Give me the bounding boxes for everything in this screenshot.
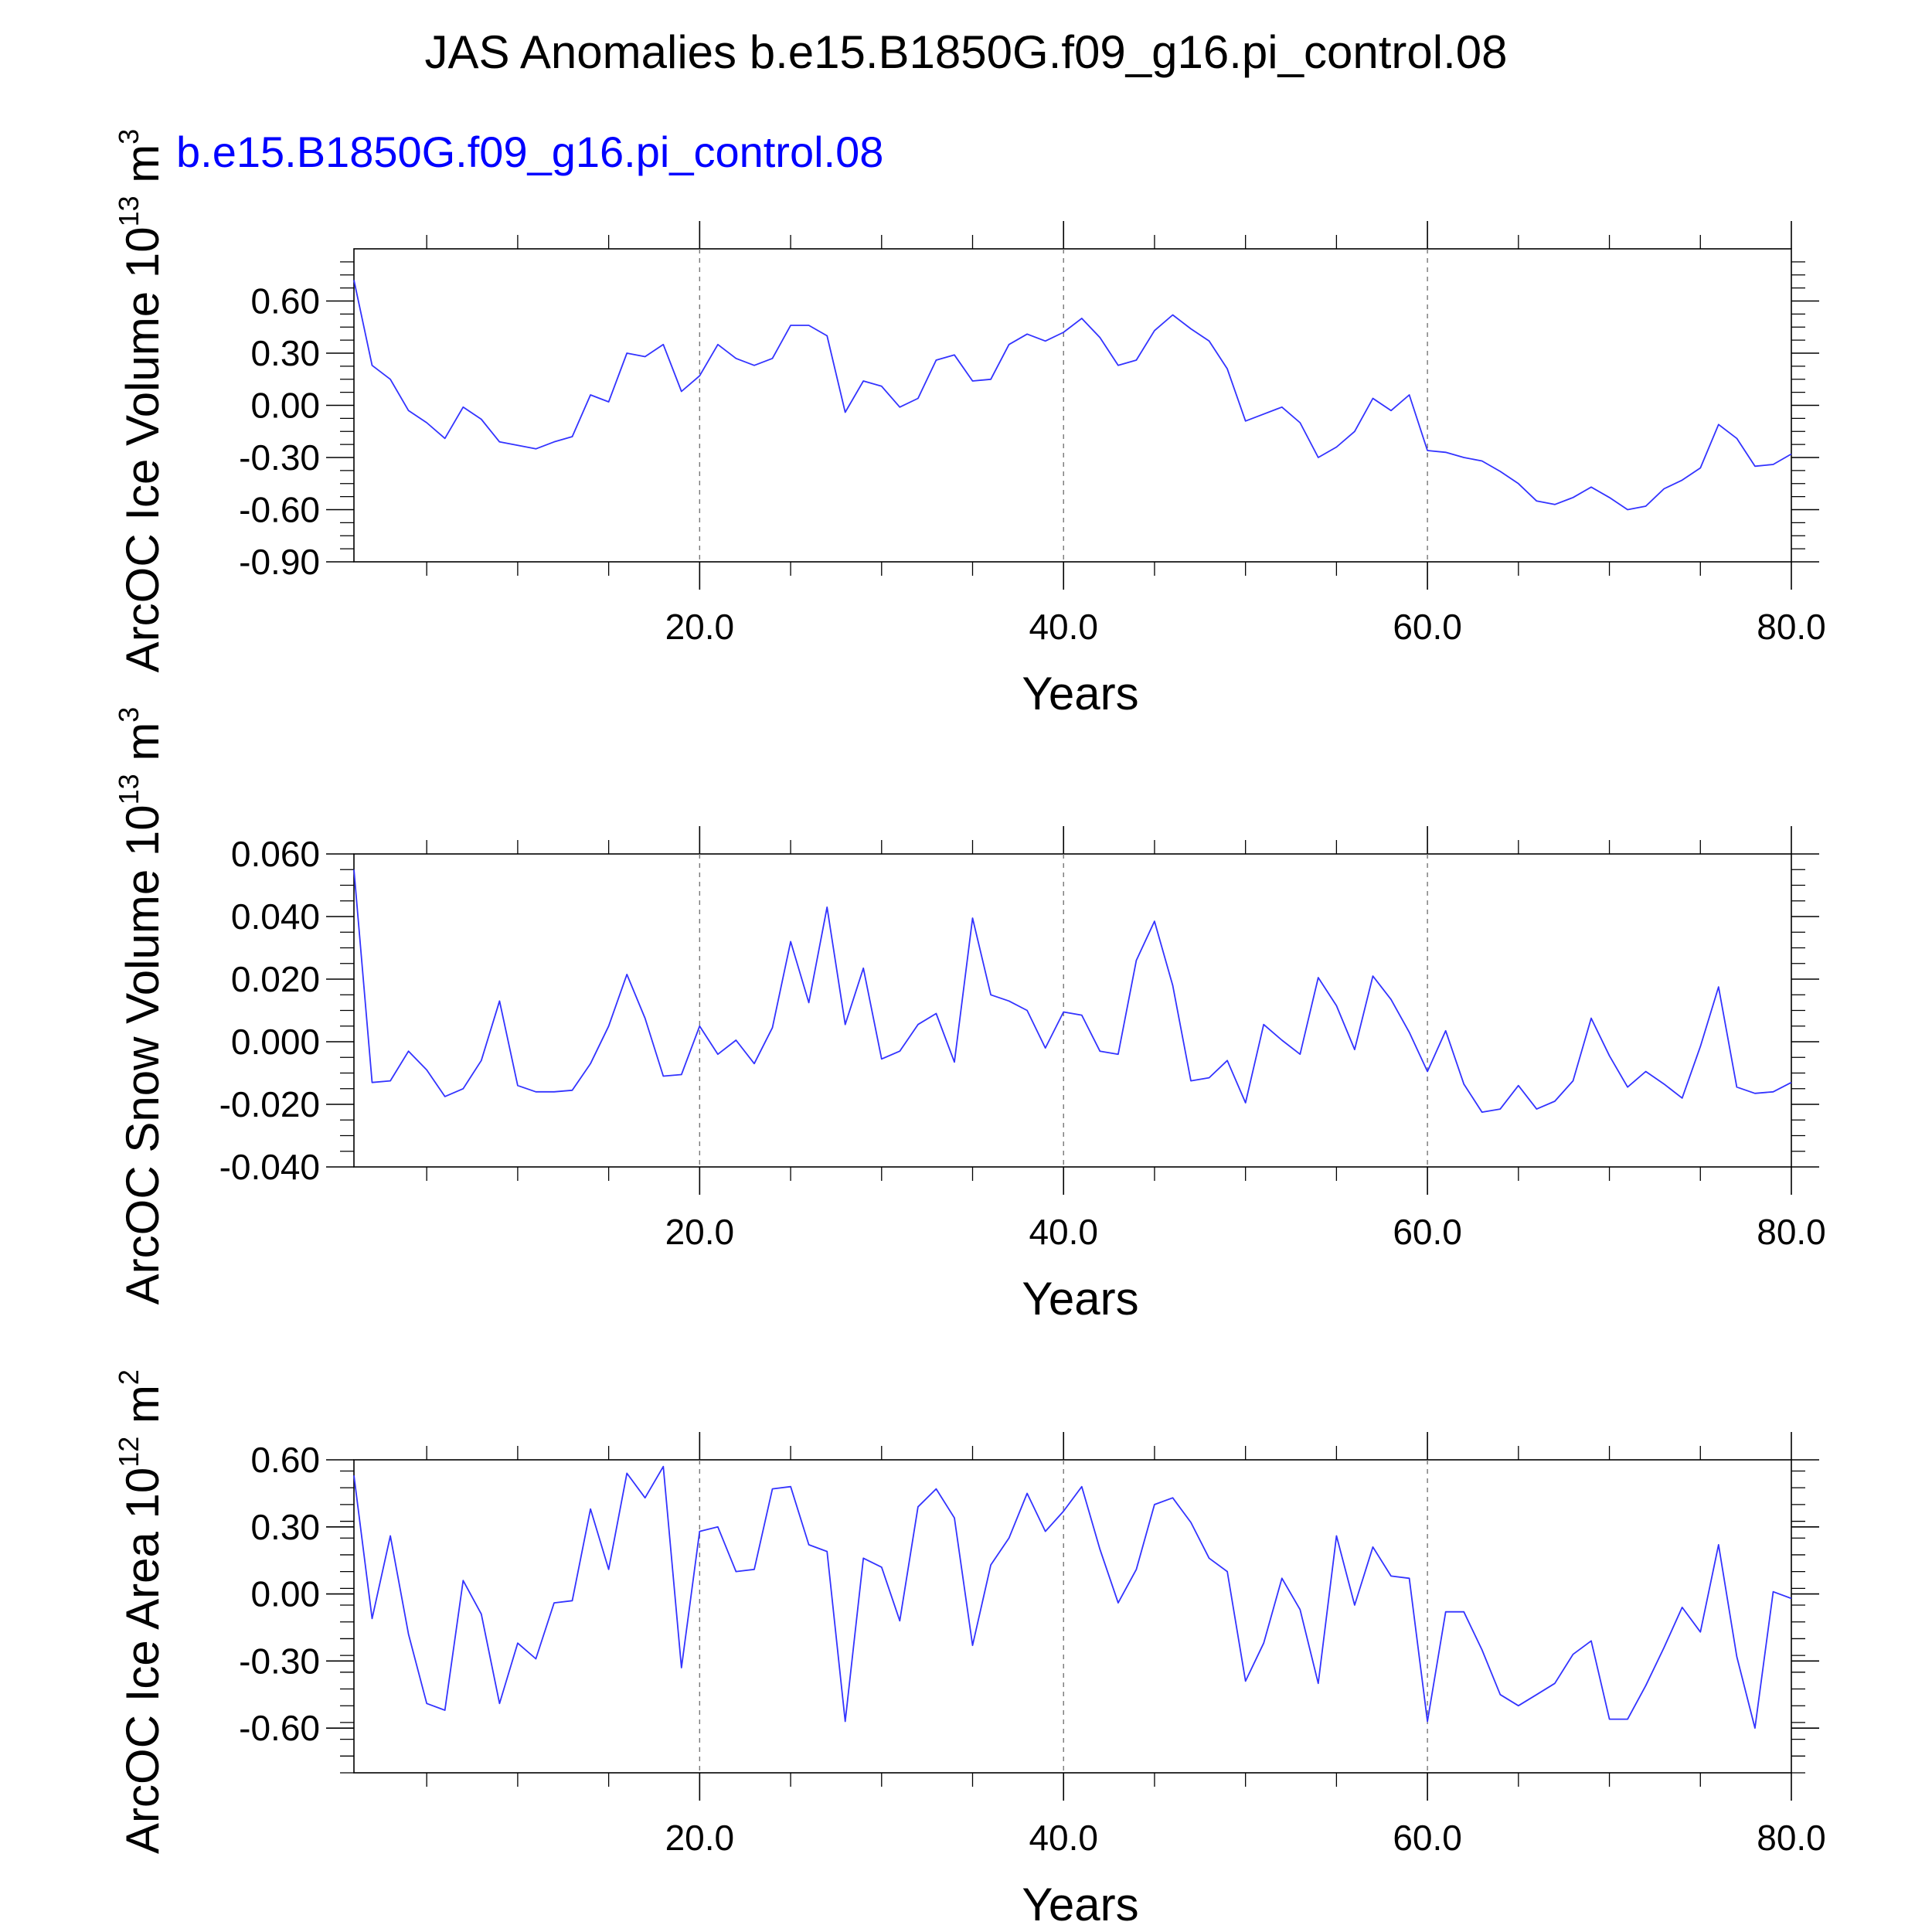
- y-tick-label: -0.30: [239, 1641, 320, 1681]
- y-tick-label: 0.00: [250, 386, 320, 426]
- y-axis-label: ArcOC Ice Area 1012 m2: [113, 1369, 168, 1854]
- panels-group: 20.0 40.0 60.0 80.0 Years -0.90 -0.60 -0.30 0.00…: [113, 129, 1826, 1930]
- y-tick-label: 0.30: [250, 1507, 320, 1547]
- series-line: [353, 869, 1792, 1113]
- chart-panel-2: 20.0 40.0 60.0 80.0 Years -0.040 -0.020 0.000 0.…: [113, 707, 1826, 1325]
- y-tick-label: 0.040: [231, 896, 320, 937]
- case-label: b.e15.B1850G.f09_g16.pi_control.08: [176, 128, 883, 176]
- y-tick-label: 0.060: [231, 834, 320, 874]
- x-tick-label: 40.0: [1029, 607, 1098, 647]
- series-line: [353, 1465, 1792, 1730]
- y-tick-label: 0.60: [250, 1440, 320, 1480]
- x-tick-label: 40.0: [1029, 1818, 1098, 1858]
- series-line: [353, 280, 1792, 511]
- plot-frame: [353, 853, 1792, 1168]
- x-tick-label: 20.0: [665, 1818, 735, 1858]
- y-tick-label: 0.60: [250, 281, 320, 321]
- x-tick-label: 80.0: [1757, 1818, 1826, 1858]
- x-tick-label: 20.0: [665, 1212, 735, 1252]
- y-tick-label: -0.020: [219, 1084, 320, 1124]
- x-tick-label: 40.0: [1029, 1212, 1098, 1252]
- plot-frame: [353, 248, 1792, 563]
- x-tick-label: 60.0: [1393, 1212, 1462, 1252]
- x-axis-label: Years: [1022, 1273, 1138, 1325]
- x-tick-label: 60.0: [1393, 607, 1462, 647]
- y-tick-label: -0.90: [239, 542, 320, 582]
- x-axis-label: Years: [1022, 668, 1138, 719]
- y-tick-label: -0.040: [219, 1147, 320, 1187]
- y-tick-label: -0.30: [239, 437, 320, 478]
- y-tick-label: -0.60: [239, 1708, 320, 1748]
- y-axis-label: ArcOC Snow Volume 1013 m3: [113, 707, 168, 1305]
- x-axis-label: Years: [1022, 1879, 1138, 1930]
- figure-title: JAS Anomalies b.e15.B1850G.f09_g16.pi_co…: [425, 26, 1508, 78]
- x-tick-label: 60.0: [1393, 1818, 1462, 1858]
- chart-panel-1: 20.0 40.0 60.0 80.0 Years -0.90 -0.60 -0.30 0.00…: [113, 129, 1826, 719]
- x-tick-label: 20.0: [665, 607, 735, 647]
- y-tick-label: 0.00: [250, 1574, 320, 1614]
- y-axis-label: ArcOC Ice Volume 1013 m3: [113, 129, 168, 673]
- plot-frame: [353, 1459, 1792, 1774]
- y-tick-label: 0.30: [250, 333, 320, 373]
- chart-panel-3: 20.0 40.0 60.0 80.0 Years -0.60 -0.30 0.00 0.30 0…: [113, 1369, 1826, 1930]
- y-tick-label: 0.020: [231, 959, 320, 999]
- x-tick-label: 80.0: [1757, 1212, 1826, 1252]
- y-tick-label: 0.000: [231, 1022, 320, 1062]
- y-tick-label: -0.60: [239, 490, 320, 530]
- x-tick-label: 80.0: [1757, 607, 1826, 647]
